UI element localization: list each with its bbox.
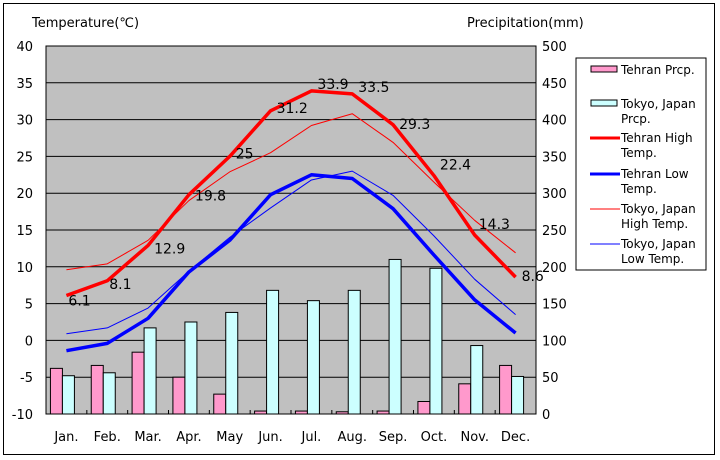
bar-tehran-prcp <box>131 351 145 415</box>
x-tick-label: Nov. <box>461 430 490 445</box>
bar-tokyo-prcp <box>225 311 239 415</box>
x-tick-label: Dec. <box>501 430 530 445</box>
bar-tokyo-prcp <box>388 258 402 415</box>
x-tick-label: Aug. <box>337 430 367 445</box>
data-label: 31.2 <box>277 101 308 117</box>
left-tick-label: 25 <box>16 150 33 165</box>
legend-label: Tehran Prcp. <box>620 63 695 77</box>
bar-tehran-prcp <box>335 411 349 415</box>
data-label: 6.1 <box>68 294 90 310</box>
legend-label: Prcp. <box>621 112 651 126</box>
data-label: 33.5 <box>358 80 389 96</box>
bar-tokyo-prcp <box>511 375 525 415</box>
bar-tokyo-prcp <box>266 289 280 415</box>
gridlines <box>46 82 536 378</box>
x-tick-label: Sep. <box>379 430 408 445</box>
legend-box <box>575 57 707 271</box>
legend-label: Tokyo, Japan <box>620 97 696 111</box>
left-tick-label: 20 <box>16 187 33 202</box>
x-tick-label: Feb. <box>94 430 121 445</box>
bars-layer <box>49 258 525 415</box>
left-tick-label: 10 <box>16 261 33 276</box>
x-axis: Jan. Feb. Mar. Apr. May Jun. Jul. Aug. Sep. Oct. N… <box>53 410 530 445</box>
data-labels-layer: 6.1 8.1 12.9 19.8 25 31.2 33.9 33.5 29.3 22.4 14.3… <box>68 77 544 310</box>
bar-tokyo-prcp <box>470 345 484 415</box>
left-tick-label: 0 <box>25 334 33 349</box>
x-tick-label: Apr. <box>176 430 201 445</box>
data-label: 33.9 <box>317 77 348 93</box>
data-label: 19.8 <box>195 189 226 205</box>
x-tick-label: Jan. <box>53 430 78 445</box>
x-tick-label: Jun. <box>257 430 282 445</box>
bar-tehran-prcp <box>254 410 268 415</box>
bar-tehran-prcp <box>294 410 308 415</box>
bar-tehran-prcp <box>49 367 63 415</box>
right-tick-label: 100 <box>542 334 567 349</box>
x-tick-label: Jul. <box>301 430 322 445</box>
right-tick-label: 50 <box>542 371 559 386</box>
bar-tokyo-prcp <box>61 375 75 415</box>
bar-tokyo-prcp <box>143 327 157 415</box>
left-tick-label: -5 <box>20 371 33 386</box>
line-tehran-high-temp <box>65 89 517 298</box>
legend-label: Tokyo, Japan <box>620 237 696 251</box>
bar-tehran-prcp <box>499 364 513 415</box>
bar-tokyo-prcp <box>429 267 443 415</box>
legend-label: High Temp. <box>621 217 688 231</box>
left-tick-label: -10 <box>12 408 33 423</box>
bar-tokyo-prcp <box>102 372 116 415</box>
x-tick-label: May <box>216 430 243 445</box>
line-tehran-low-temp <box>66 173 517 353</box>
right-tick-label: 250 <box>542 224 567 239</box>
left-axis-title: Temperature(℃) <box>31 16 139 31</box>
right-tick-label: 450 <box>542 77 567 92</box>
left-tick-label: 15 <box>16 224 33 239</box>
line-tokyo-japan-low-temp <box>66 170 516 335</box>
bar-tokyo-prcp <box>306 300 320 415</box>
lines-layer <box>65 89 517 353</box>
legend-swatch <box>590 65 618 73</box>
left-tick-label: 40 <box>16 40 33 55</box>
right-axis-title: Precipitation(mm) <box>467 16 584 31</box>
left-y-axis: -10 -5 0 5 10 15 20 25 30 35 40 <box>12 40 33 423</box>
bar-tehran-prcp <box>458 383 472 415</box>
legend-label: Tokyo, Japan <box>620 202 696 216</box>
data-label: 8.1 <box>109 277 131 293</box>
x-tick-label: Mar. <box>134 430 161 445</box>
data-label: 29.3 <box>399 117 430 133</box>
right-tick-label: 150 <box>542 298 567 313</box>
left-tick-label: 5 <box>25 298 33 313</box>
bar-tehran-prcp <box>376 410 390 415</box>
legend-label: Tehran High <box>620 131 693 145</box>
data-label: 8.6 <box>522 269 544 285</box>
legend-label: Temp. <box>620 182 657 196</box>
left-tick-label: 30 <box>16 114 33 129</box>
right-tick-label: 0 <box>542 408 550 423</box>
data-label: 14.3 <box>479 217 510 233</box>
bar-tokyo-prcp <box>347 289 361 415</box>
data-label: 22.4 <box>440 158 471 174</box>
legend-label: Low Temp. <box>621 252 684 266</box>
data-label: 25 <box>236 146 254 162</box>
right-tick-label: 350 <box>542 150 567 165</box>
legend-label: Tehran Low <box>620 167 689 181</box>
right-tick-label: 300 <box>542 187 567 202</box>
right-tick-label: 400 <box>542 114 567 129</box>
right-tick-label: 200 <box>542 261 567 276</box>
left-tick-label: 35 <box>16 77 33 92</box>
legend-swatch <box>590 99 618 107</box>
bar-tehran-prcp <box>417 400 431 415</box>
legend-label: Temp. <box>620 146 657 160</box>
bar-tehran-prcp <box>90 364 104 415</box>
bar-tehran-prcp <box>213 393 227 415</box>
x-tick-label: Oct. <box>421 430 448 445</box>
bar-tehran-prcp <box>172 376 186 415</box>
data-label: 12.9 <box>154 241 185 257</box>
right-y-axis: 0 50 100 150 200 250 300 350 400 450 500 <box>542 40 567 423</box>
bar-tokyo-prcp <box>184 321 198 415</box>
right-tick-label: 500 <box>542 40 567 55</box>
